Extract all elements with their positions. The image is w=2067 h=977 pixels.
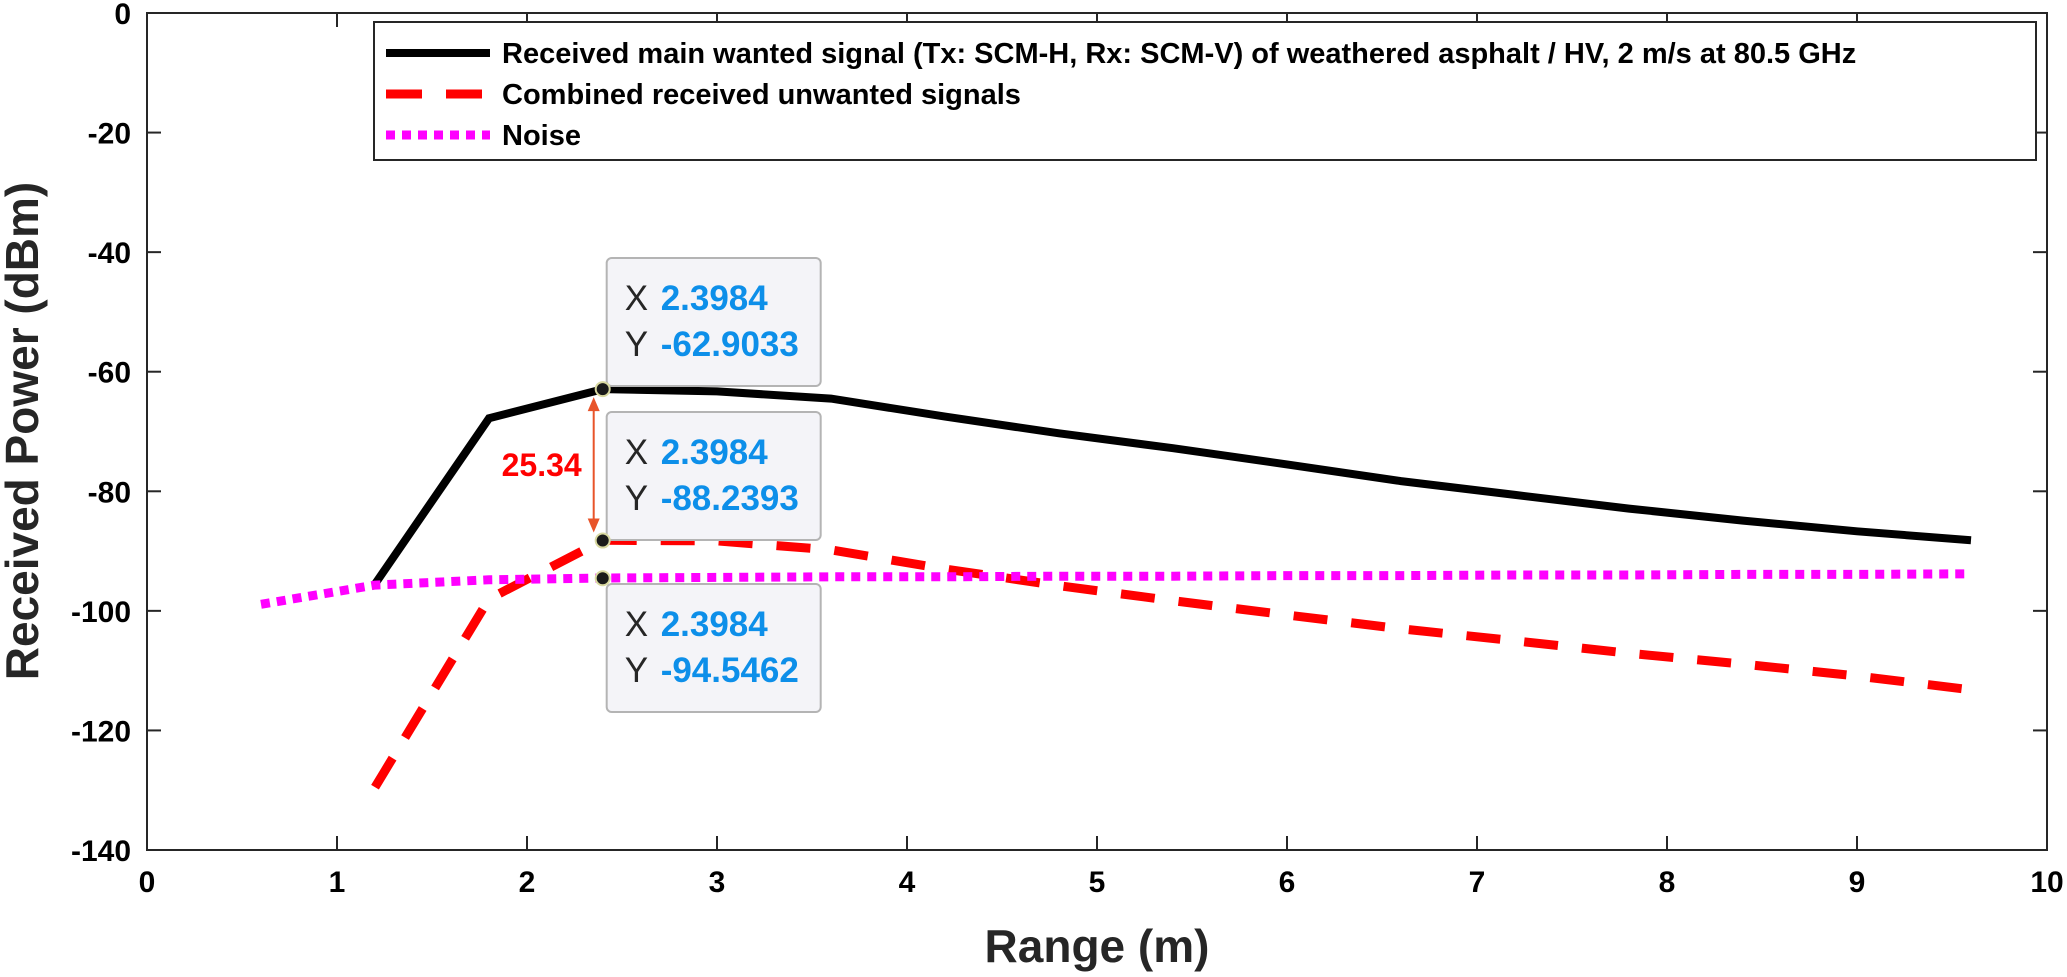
series-line-1 — [371, 385, 1972, 587]
series-line-2 — [371, 535, 1972, 790]
datatip-y-value: -62.9033 — [661, 325, 799, 364]
datatip-x-key: X — [625, 605, 648, 644]
x-tick-label: 1 — [329, 866, 346, 899]
legend-label-1: Received main wanted signal (Tx: SCM-H, … — [502, 38, 1856, 70]
y-tick-label: -20 — [88, 118, 131, 151]
datatip-box — [605, 257, 822, 387]
datatip-x-value: 2.3984 — [661, 433, 769, 472]
legend: Received main wanted signal (Tx: SCM-H, … — [373, 21, 2037, 161]
datatip-y-value: -94.5462 — [661, 651, 799, 690]
y-tick-label: -80 — [88, 476, 131, 509]
datatip-marker-2 — [594, 532, 611, 549]
x-tick-label: 2 — [519, 866, 536, 899]
datatip-marker-3 — [594, 570, 611, 587]
y-tick-label: -40 — [88, 237, 131, 270]
datatip-1: X 2.3984 Y -62.9033 — [605, 257, 822, 387]
x-tick-label: 0 — [139, 866, 156, 899]
legend-label-3: Noise — [502, 120, 581, 152]
datatip-x-key: X — [625, 433, 648, 472]
y-axis-title: Received Power (dBm) — [0, 182, 48, 680]
x-tick-label: 3 — [709, 866, 726, 899]
datatip-y-value: -88.2393 — [661, 479, 799, 518]
legend-label-2: Combined received unwanted signals — [502, 79, 1021, 111]
datatip-2: X 2.3984 Y -88.2393 — [605, 411, 822, 541]
x-tick-label: 9 — [1849, 866, 1866, 899]
datatip-marker-1 — [594, 381, 611, 398]
datatip-y-key: Y — [625, 651, 648, 690]
datatip-x-value: 2.3984 — [661, 605, 769, 644]
annotation-layer: 25.34 — [502, 397, 600, 533]
x-tick-label: 4 — [899, 866, 916, 899]
y-tick-label: 0 — [114, 0, 131, 31]
x-axis-title: Range (m) — [985, 920, 1210, 972]
datatip-x-key: X — [625, 279, 648, 318]
datatip-y-key: Y — [625, 479, 648, 518]
datatip-box — [605, 411, 822, 541]
x-tick-label: 7 — [1469, 866, 1486, 899]
datatip-box — [605, 583, 822, 713]
datatip-y-key: Y — [625, 325, 648, 364]
datatip-x-value: 2.3984 — [661, 279, 769, 318]
x-tick-label: 6 — [1279, 866, 1296, 899]
y-tick-label: -140 — [71, 835, 131, 868]
series-line-3 — [260, 569, 1972, 609]
difference-label: 25.34 — [502, 447, 582, 483]
legend-box — [373, 21, 2037, 161]
x-tick-label: 8 — [1659, 866, 1676, 899]
y-tick-label: -100 — [71, 596, 131, 629]
y-tick-label: -60 — [88, 357, 131, 390]
series-layer — [260, 385, 1972, 790]
difference-arrow-head-top — [587, 397, 600, 412]
difference-arrow-head-bottom — [587, 518, 600, 533]
datatip-3: X 2.3984 Y -94.5462 — [605, 583, 822, 713]
x-tick-label: 10 — [2030, 866, 2063, 899]
x-tick-label: 5 — [1089, 866, 1106, 899]
datatips-layer: X 2.3984 Y -62.9033 X 2.3984 Y -88.2393 X 2.3984 Y… — [594, 257, 822, 713]
y-tick-label: -120 — [71, 715, 131, 748]
